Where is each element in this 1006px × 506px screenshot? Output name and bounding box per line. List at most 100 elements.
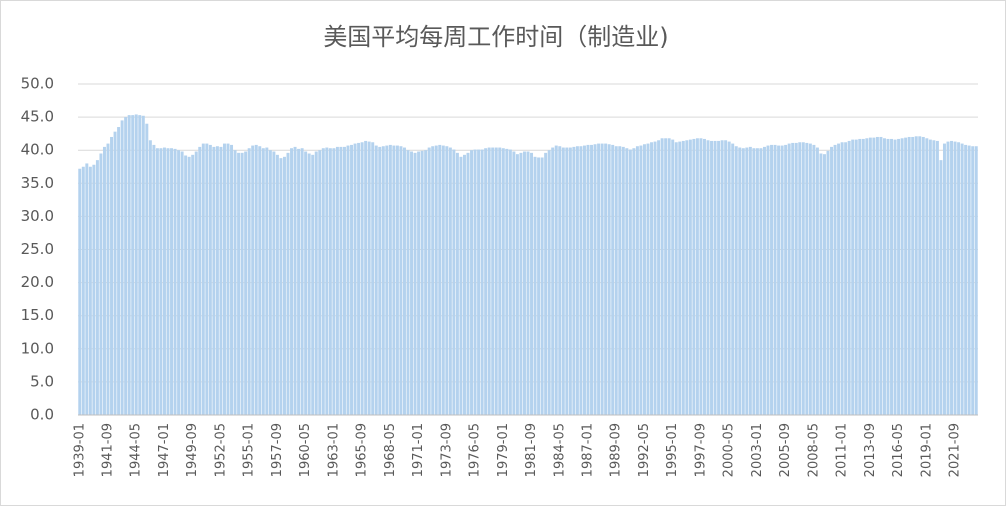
bar bbox=[741, 148, 745, 416]
bar bbox=[297, 148, 301, 415]
bar bbox=[261, 148, 265, 416]
bar bbox=[378, 146, 382, 415]
bar bbox=[208, 144, 212, 416]
x-tick-label: 1957-09 bbox=[270, 423, 285, 477]
bar bbox=[233, 150, 237, 415]
bar bbox=[230, 144, 234, 416]
bar bbox=[614, 146, 618, 415]
bar bbox=[420, 150, 424, 415]
x-tick-label: 1960-05 bbox=[298, 423, 313, 477]
bar bbox=[960, 143, 964, 415]
bar bbox=[102, 146, 106, 415]
bar bbox=[505, 148, 509, 415]
bar bbox=[879, 136, 883, 415]
bar bbox=[826, 150, 830, 415]
bar bbox=[657, 140, 661, 415]
bar bbox=[184, 155, 188, 415]
bar bbox=[148, 140, 152, 415]
bar bbox=[540, 157, 544, 415]
bar bbox=[272, 151, 276, 416]
bar bbox=[219, 146, 223, 415]
bar bbox=[745, 147, 749, 415]
bar bbox=[865, 138, 869, 415]
bar bbox=[222, 143, 226, 415]
bar bbox=[646, 143, 650, 415]
bar bbox=[487, 147, 491, 415]
bar bbox=[858, 138, 862, 416]
bar bbox=[702, 138, 706, 416]
bar bbox=[187, 156, 191, 415]
bar bbox=[942, 143, 946, 415]
bar bbox=[268, 150, 272, 415]
bar bbox=[946, 141, 950, 415]
bar bbox=[501, 148, 505, 416]
bar bbox=[939, 160, 943, 415]
x-tick-label: 1965-09 bbox=[355, 423, 370, 477]
x-tick-label: 1976-05 bbox=[468, 423, 483, 477]
bar bbox=[353, 143, 357, 415]
bar bbox=[787, 143, 791, 415]
bar bbox=[974, 146, 978, 415]
bar bbox=[473, 149, 477, 415]
bar bbox=[639, 145, 643, 416]
bar bbox=[286, 152, 290, 415]
bar bbox=[106, 143, 110, 415]
bar bbox=[692, 138, 696, 416]
x-tick-label: 1941-09 bbox=[101, 423, 116, 477]
bar bbox=[434, 145, 438, 416]
bar bbox=[357, 142, 361, 415]
bar bbox=[780, 145, 784, 416]
bar bbox=[875, 136, 879, 415]
x-tick-label: 2011-01 bbox=[835, 423, 850, 477]
bar bbox=[314, 151, 318, 416]
bar bbox=[561, 147, 565, 415]
bar bbox=[720, 140, 724, 415]
bar bbox=[667, 138, 671, 415]
x-tick-label: 1971-01 bbox=[411, 423, 426, 477]
bar bbox=[547, 150, 551, 415]
bar bbox=[618, 146, 622, 415]
bar bbox=[410, 151, 414, 416]
bar bbox=[935, 140, 939, 415]
bar bbox=[872, 137, 876, 415]
bar bbox=[131, 115, 135, 415]
bar bbox=[904, 137, 908, 415]
bar bbox=[921, 136, 925, 415]
bar bbox=[173, 148, 177, 415]
bar bbox=[914, 136, 918, 415]
bar bbox=[519, 152, 523, 415]
bar bbox=[360, 142, 364, 416]
bar bbox=[307, 153, 311, 415]
bar bbox=[565, 147, 569, 415]
bar bbox=[194, 151, 198, 416]
bar bbox=[180, 151, 184, 416]
bar bbox=[484, 148, 488, 416]
bar bbox=[635, 146, 639, 415]
bar bbox=[801, 142, 805, 416]
bar bbox=[113, 131, 117, 415]
x-tick-label: 1949-09 bbox=[185, 423, 200, 477]
bar bbox=[364, 140, 368, 415]
x-tick-label: 2016-05 bbox=[891, 423, 906, 477]
bar bbox=[431, 146, 435, 415]
bar bbox=[575, 146, 579, 415]
bar bbox=[247, 148, 251, 416]
bar bbox=[893, 139, 897, 415]
bar bbox=[886, 138, 890, 416]
y-tick-label: 0.0 bbox=[30, 406, 54, 424]
bar bbox=[918, 136, 922, 415]
bar bbox=[808, 143, 812, 415]
bar bbox=[777, 145, 781, 416]
x-tick-label: 1997-09 bbox=[693, 423, 708, 477]
y-tick-label: 30.0 bbox=[21, 207, 54, 225]
x-tick-label: 1973-09 bbox=[439, 423, 454, 477]
bar bbox=[582, 145, 586, 416]
x-tick-label: 1989-09 bbox=[609, 423, 624, 477]
bar bbox=[293, 146, 297, 415]
bar bbox=[342, 146, 346, 415]
bar bbox=[159, 148, 163, 416]
bar bbox=[92, 164, 96, 415]
bar bbox=[166, 148, 170, 416]
